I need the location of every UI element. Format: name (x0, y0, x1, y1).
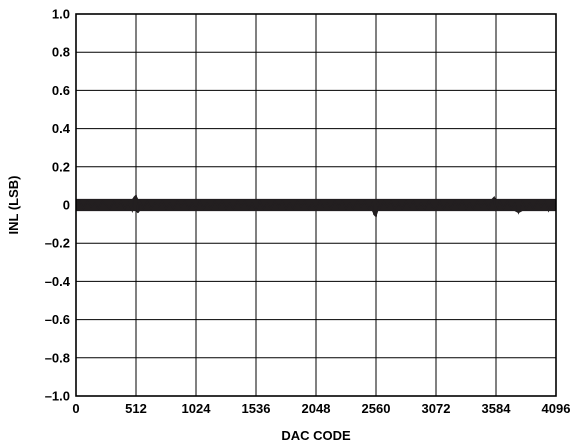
x-tick-label: 2048 (302, 401, 331, 416)
y-tick-label: 0.4 (52, 121, 71, 136)
x-tick-label: 3072 (422, 401, 451, 416)
y-tick-label: 0.2 (52, 159, 70, 174)
y-axis-title: INL (LSB) (6, 176, 21, 235)
y-tick-label: 0.8 (52, 45, 70, 60)
y-tick-label: –0.4 (45, 274, 71, 289)
plot-frame (75, 13, 557, 397)
y-tick-label: –1.0 (45, 389, 70, 404)
y-tick-label: –0.8 (45, 350, 70, 365)
y-tick-label: 0.6 (52, 83, 70, 98)
x-tick-label: 1024 (182, 401, 212, 416)
x-tick-label: 3584 (482, 401, 512, 416)
series-line (75, 193, 557, 218)
y-tick-label: 1.0 (52, 7, 70, 22)
y-tick-label: 0 (63, 198, 70, 213)
x-tick-label: 2560 (362, 401, 391, 416)
y-tick-label: –0.6 (45, 312, 70, 327)
y-tick-label: –0.2 (45, 236, 70, 251)
x-tick-label: 0 (72, 401, 79, 416)
x-axis-title: DAC CODE (281, 428, 351, 443)
x-tick-labels: 0 512 1024 1536 2048 2560 3072 3584 4096 (72, 401, 570, 416)
x-tick-label: 4096 (542, 401, 571, 416)
x-tick-label: 512 (125, 401, 147, 416)
y-tick-labels: 1.0 0.8 0.6 0.4 0.2 0 –0.2 –0.4 –0.6 –0.8 –1.0 (45, 7, 71, 404)
x-tick-label: 1536 (242, 401, 271, 416)
